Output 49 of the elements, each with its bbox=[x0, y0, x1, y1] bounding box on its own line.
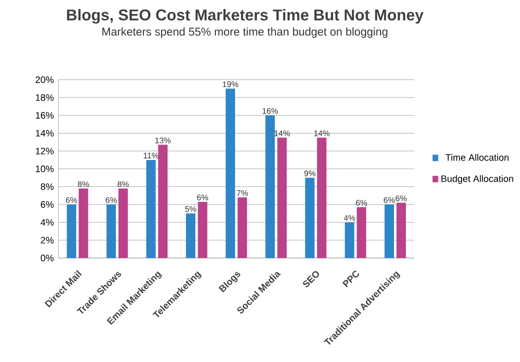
bar bbox=[356, 207, 366, 258]
data-label: 13% bbox=[155, 138, 171, 144]
bar bbox=[317, 138, 326, 258]
y-tick-label: 8% bbox=[40, 184, 54, 190]
bar bbox=[78, 188, 88, 258]
data-label: 6% bbox=[356, 200, 368, 206]
data-label: 9% bbox=[304, 170, 316, 176]
y-tick-label: 6% bbox=[40, 201, 54, 208]
y-tick-label: 10% bbox=[36, 166, 54, 172]
data-label: 6% bbox=[197, 194, 208, 201]
bar bbox=[305, 178, 315, 258]
y-tick-label: 0% bbox=[40, 254, 54, 262]
bar bbox=[186, 214, 196, 258]
bar bbox=[277, 138, 287, 258]
y-tick-label: 4% bbox=[40, 219, 54, 226]
bar bbox=[66, 204, 76, 258]
y-tick-label: 14% bbox=[36, 130, 54, 137]
data-label: 4% bbox=[344, 215, 356, 222]
data-label: 7% bbox=[236, 190, 248, 196]
bar bbox=[384, 204, 394, 258]
bar bbox=[226, 88, 236, 258]
bar bbox=[118, 188, 128, 258]
data-label: 8% bbox=[118, 181, 129, 188]
bar bbox=[238, 198, 248, 258]
bar bbox=[265, 116, 275, 258]
y-tick-label: 20% bbox=[36, 76, 54, 84]
bar bbox=[106, 204, 116, 258]
bar bbox=[344, 222, 354, 258]
y-tick-label: 2% bbox=[40, 237, 54, 244]
chart-title: Blogs, SEO Cost Marketers Time But Not Money bbox=[67, 9, 424, 24]
data-label: 5% bbox=[185, 206, 196, 212]
bar bbox=[198, 202, 208, 258]
data-label: 16% bbox=[262, 108, 278, 114]
legend-label: Time Allocation bbox=[446, 154, 509, 162]
data-label: 14% bbox=[314, 130, 330, 136]
bar bbox=[158, 145, 168, 258]
bar bbox=[396, 202, 406, 258]
y-tick-label: 16% bbox=[36, 112, 54, 119]
data-label: 19% bbox=[222, 82, 238, 88]
bar bbox=[146, 160, 156, 258]
y-tick-label: 12% bbox=[36, 148, 54, 155]
chart-subtitle: Marketers spend 55% more time than budget on blogging bbox=[102, 28, 388, 38]
data-label: 6% bbox=[384, 197, 395, 204]
data-label: 8% bbox=[78, 181, 89, 188]
data-label: 6% bbox=[66, 197, 78, 204]
data-label: 6% bbox=[106, 197, 117, 204]
data-label: 6% bbox=[396, 196, 407, 202]
legend-label: Budget Allocation bbox=[442, 175, 514, 184]
y-tick-label: 18% bbox=[36, 94, 54, 102]
